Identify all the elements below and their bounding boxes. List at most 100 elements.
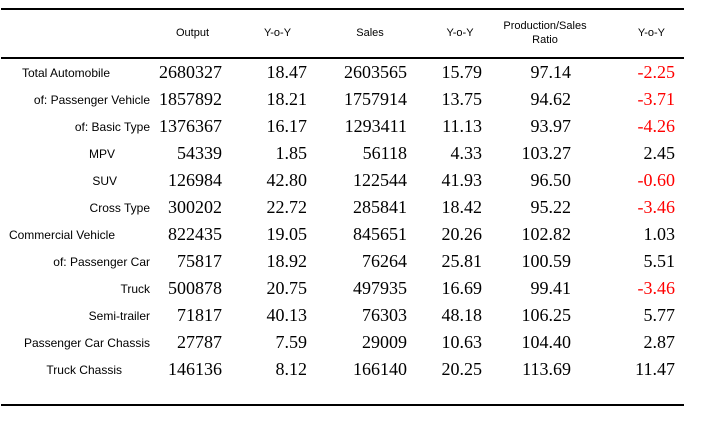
output-value: 75817: [177, 251, 222, 271]
sales-yoy-value: 10.63: [441, 332, 483, 352]
ratio-yoy-value: -2.25: [637, 62, 676, 82]
output-value: 300202: [168, 197, 222, 217]
output-value: 126984: [168, 170, 222, 190]
output-value: 500878: [168, 278, 222, 298]
sales-yoy-value: 4.33: [450, 143, 483, 163]
sales-value: 845651: [353, 224, 407, 244]
table-row: Passenger Car Chassis 27787 7.59 29009 1…: [1, 329, 684, 356]
table-header-row: Output Y-o-Y Sales Y-o-Y Production/Sale…: [1, 9, 684, 59]
row-label: Truck: [120, 281, 150, 296]
ratio-yoy-value: -0.60: [637, 170, 676, 190]
col-header-ratio-yoy: Y-o-Y: [590, 9, 684, 59]
output-value: 2680327: [159, 62, 222, 82]
ratio-yoy-value: 5.51: [643, 251, 676, 271]
row-label: Passenger Car Chassis: [23, 335, 150, 350]
sales-value: 56118: [362, 143, 407, 163]
ratio-value: 99.41: [530, 278, 572, 298]
output-yoy-value: 20.75: [266, 278, 308, 298]
sales-value: 29009: [362, 332, 407, 352]
table-wrapper: Output Y-o-Y Sales Y-o-Y Production/Sale…: [1, 8, 684, 406]
table-row: Truck Chassis 146136 8.12 166140 20.25 1…: [1, 356, 684, 383]
output-value: 146136: [168, 359, 222, 379]
sales-yoy-value: 11.13: [442, 116, 482, 136]
spacer-row: [1, 383, 684, 405]
output-value: 1376367: [159, 116, 222, 136]
table-bottom-spacer: [1, 383, 684, 405]
ratio-yoy-value: -3.46: [637, 197, 676, 217]
output-value: 27787: [177, 332, 222, 352]
output-yoy-value: 8.12: [275, 359, 308, 379]
row-label: of: Passenger Car: [53, 254, 150, 269]
table-row: Semi-trailer 71817 40.13 76303 48.18 106…: [1, 302, 684, 329]
ratio-value: 103.27: [521, 143, 572, 163]
col-header-item: [1, 9, 150, 59]
row-label: MPV: [88, 146, 115, 161]
table-row: Truck 500878 20.75 497935 16.69 99.41 -3…: [1, 275, 684, 302]
output-value: 822435: [168, 224, 222, 244]
sales-value: 76303: [362, 305, 407, 325]
table-row: of: Passenger Vehicle 1857892 18.21 1757…: [1, 86, 684, 113]
row-label: of: Basic Type: [74, 119, 150, 134]
row-label: of: Passenger Vehicle: [33, 92, 150, 107]
row-label: Cross Type: [89, 200, 150, 215]
table-row: MPV 54339 1.85 56118 4.33 103.27 2.45: [1, 140, 684, 167]
col-header-output: Output: [150, 9, 235, 59]
table-row: Total Automobile 2680327 18.47 2603565 1…: [1, 58, 684, 86]
table-row: of: Passenger Car 75817 18.92 76264 25.8…: [1, 248, 684, 275]
row-label: Total Automobile: [21, 65, 110, 80]
sales-value: 1293411: [344, 116, 407, 136]
table-body: Total Automobile 2680327 18.47 2603565 1…: [1, 58, 684, 383]
ratio-value: 104.40: [521, 332, 572, 352]
table-header: Output Y-o-Y Sales Y-o-Y Production/Sale…: [1, 9, 684, 59]
ratio-value: 102.82: [521, 224, 572, 244]
ratio-yoy-value: 5.77: [643, 305, 676, 325]
col-header-sales: Sales: [320, 9, 420, 59]
output-yoy-value: 1.85: [275, 143, 308, 163]
sales-yoy-value: 13.75: [441, 89, 483, 109]
row-label: Semi-trailer: [88, 308, 150, 323]
ratio-yoy-value: -4.26: [637, 116, 676, 136]
sales-yoy-value: 20.26: [441, 224, 483, 244]
ratio-value: 96.50: [530, 170, 572, 190]
output-value: 71817: [177, 305, 222, 325]
row-label: Truck Chassis: [46, 362, 122, 377]
output-yoy-value: 19.05: [266, 224, 308, 244]
sales-yoy-value: 41.93: [441, 170, 483, 190]
sales-value: 122544: [353, 170, 407, 190]
ratio-value: 113.69: [522, 359, 571, 379]
output-yoy-value: 18.47: [266, 62, 308, 82]
output-yoy-value: 42.80: [266, 170, 308, 190]
row-label: Commercial Vehicle: [8, 227, 115, 242]
ratio-yoy-value: 2.45: [643, 143, 676, 163]
output-yoy-value: 18.92: [266, 251, 308, 271]
sales-value: 166140: [353, 359, 407, 379]
ratio-yoy-value: 2.87: [643, 332, 676, 352]
output-value: 54339: [177, 143, 222, 163]
ratio-value: 94.62: [530, 89, 572, 109]
sales-yoy-value: 20.25: [441, 359, 483, 379]
sales-yoy-value: 15.79: [441, 62, 483, 82]
sales-yoy-value: 48.18: [441, 305, 483, 325]
table-row: Commercial Vehicle 822435 19.05 845651 2…: [1, 221, 684, 248]
table-row: SUV 126984 42.80 122544 41.93 96.50 -0.6…: [1, 167, 684, 194]
ratio-value: 97.14: [530, 62, 572, 82]
ratio-yoy-value: 11.47: [635, 359, 675, 379]
row-label: SUV: [92, 173, 117, 188]
output-yoy-value: 16.17: [266, 116, 308, 136]
ratio-yoy-value: -3.46: [637, 278, 676, 298]
sales-value: 2603565: [344, 62, 407, 82]
sales-value: 76264: [362, 251, 407, 271]
output-yoy-value: 22.72: [266, 197, 308, 217]
production-sales-table: Output Y-o-Y Sales Y-o-Y Production/Sale…: [1, 8, 684, 406]
sales-yoy-value: 25.81: [441, 251, 483, 271]
sales-yoy-value: 18.42: [441, 197, 483, 217]
sales-value: 285841: [353, 197, 407, 217]
output-value: 1857892: [159, 89, 222, 109]
col-header-output-yoy: Y-o-Y: [235, 9, 320, 59]
table-row: of: Basic Type 1376367 16.17 1293411 11.…: [1, 113, 684, 140]
table-row: Cross Type 300202 22.72 285841 18.42 95.…: [1, 194, 684, 221]
ratio-value: 95.22: [530, 197, 572, 217]
sales-yoy-value: 16.69: [441, 278, 483, 298]
ratio-yoy-value: -3.71: [637, 89, 676, 109]
ratio-yoy-value: 1.03: [643, 224, 676, 244]
